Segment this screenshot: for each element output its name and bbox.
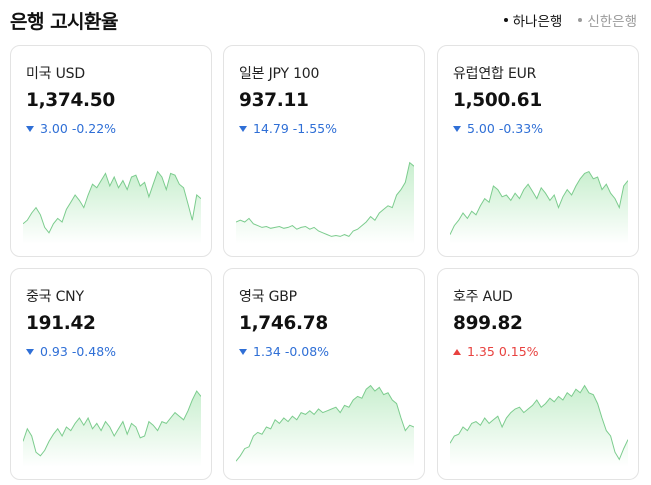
change-amount: 0.93 [40,344,68,359]
currency-name: 유럽연합 EUR [453,66,537,82]
sparkline-area [450,171,628,244]
bank-option-hana[interactable]: 하나은행 [503,10,563,30]
sparkline-line [450,170,628,235]
exchange-rate: 937.11 [239,90,309,111]
change-percent: -0.48% [71,344,117,359]
down-triangle-icon [26,348,34,355]
change-percent: -0.33% [498,121,544,136]
currency-card-cny[interactable]: 중국 CNY 191.42 0.93 -0.48% [10,268,212,480]
up-triangle-icon [453,348,461,355]
sparkline-line [450,384,628,461]
change-percent: -0.08% [284,344,330,359]
rate-change: 14.79 -1.55% [239,121,337,136]
trend-sparkline [23,390,201,467]
trend-sparkline [450,170,628,244]
sparkline-line [23,390,201,457]
bank-option-label: 하나은행 [512,14,563,30]
trend-sparkline [450,384,628,467]
bank-option-label: 신한은행 [587,14,637,30]
page-title: 은행 고시환율 [10,11,119,33]
trend-sparkline [236,384,414,467]
rate-change: 1.34 -0.08% [239,344,329,359]
down-triangle-icon [26,125,34,132]
sparkline-area [236,162,414,244]
change-percent: -0.22% [71,121,117,136]
exchange-rate: 191.42 [26,313,96,334]
change-amount: 1.35 [467,344,495,359]
trend-sparkline [236,161,414,244]
currency-name: 일본 JPY 100 [239,66,320,82]
currency-name: 영국 GBP [239,289,297,305]
rate-change: 3.00 -0.22% [26,121,116,136]
sparkline-line [236,384,414,462]
rate-change: 0.93 -0.48% [26,344,116,359]
sparkline-area [236,385,414,467]
down-triangle-icon [239,348,247,355]
sparkline-line [23,170,201,234]
exchange-rate: 899.82 [453,313,523,334]
header: 은행 고시환율 하나은행 신한은행 [10,6,641,34]
change-amount: 14.79 [253,121,289,136]
sparkline-area [23,391,201,467]
currency-card-gbp[interactable]: 영국 GBP 1,746.78 1.34 -0.08% [223,268,425,480]
down-triangle-icon [239,125,247,132]
currency-card-usd[interactable]: 미국 USD 1,374.50 3.00 -0.22% [10,45,212,257]
change-amount: 3.00 [40,121,68,136]
exchange-rate: 1,374.50 [26,90,115,111]
change-amount: 1.34 [253,344,281,359]
trend-sparkline [23,170,201,244]
sparkline-area [450,385,628,467]
exchange-rate: 1,746.78 [239,313,328,334]
currency-card-jpy[interactable]: 일본 JPY 100 937.11 14.79 -1.55% [223,45,425,257]
currency-card-aud[interactable]: 호주 AUD 899.82 1.35 0.15% [437,268,639,480]
change-percent: -1.55% [292,121,338,136]
sparkline-line [236,161,414,238]
currency-card-eur[interactable]: 유럽연합 EUR 1,500.61 5.00 -0.33% [437,45,639,257]
change-percent: 0.15% [498,344,539,359]
currency-name: 호주 AUD [453,289,513,305]
bank-selector: 하나은행 신한은행 [503,10,637,30]
down-triangle-icon [453,125,461,132]
inactive-dot-icon [578,18,583,22]
active-dot-icon [503,18,508,22]
rate-change: 5.00 -0.33% [453,121,543,136]
sparkline-area [23,171,201,244]
bank-option-shinhan[interactable]: 신한은행 [578,10,637,30]
currency-name: 미국 USD [26,66,85,82]
rate-change: 1.35 0.15% [453,344,539,359]
change-amount: 5.00 [467,121,495,136]
currency-name: 중국 CNY [26,289,84,305]
exchange-rate: 1,500.61 [453,90,542,111]
